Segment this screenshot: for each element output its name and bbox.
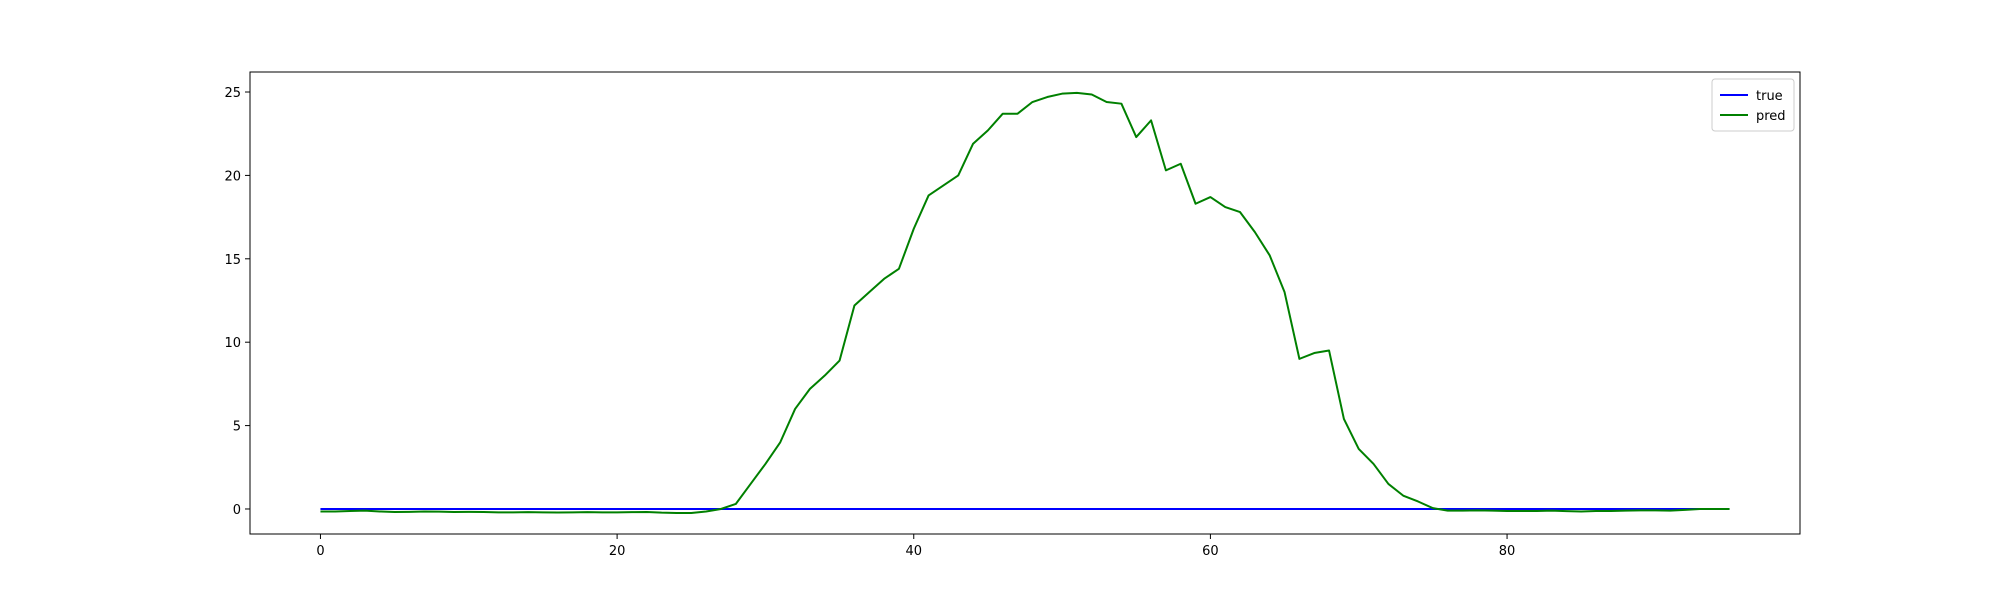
x-tick-label: 80 [1499,544,1516,559]
y-tick-label: 25 [224,86,241,101]
series-layer [320,91,1730,514]
x-tick-label: 40 [905,544,922,559]
x-axis-ticks: 0 20 40 60 80 [316,534,1515,559]
legend-label-pred: pred [1756,109,1786,124]
legend-box [1711,78,1795,132]
series-line-pred [320,91,1730,514]
y-axis-ticks: 0 5 10 15 20 25 [224,86,250,518]
y-tick-label: 10 [224,336,241,351]
y-tick-label: 20 [224,169,241,184]
y-tick-label: 0 [233,503,241,518]
legend: true pred [1711,78,1795,132]
legend-label-true: true [1756,89,1783,104]
plot-frame [249,71,1801,535]
x-tick-label: 0 [316,544,324,559]
y-tick-label: 5 [233,420,241,435]
x-tick-label: 60 [1202,544,1219,559]
y-tick-label: 15 [224,253,241,268]
x-tick-label: 20 [609,544,626,559]
